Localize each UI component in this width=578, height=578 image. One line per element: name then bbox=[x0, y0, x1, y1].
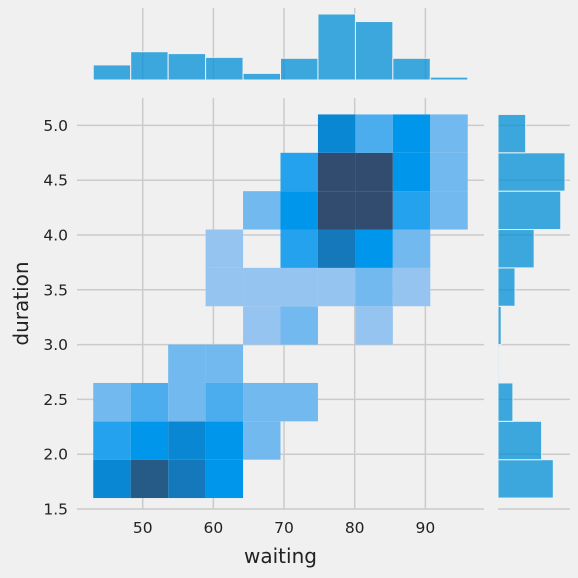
heatmap-cell bbox=[317, 114, 356, 153]
heatmap-cell bbox=[93, 382, 131, 422]
x-tick-label: 80 bbox=[345, 519, 365, 537]
y-tick-label: 2.5 bbox=[43, 391, 68, 409]
heatmap-cell bbox=[392, 152, 431, 192]
heatmap-cell bbox=[317, 152, 356, 192]
heatmap-cell bbox=[168, 382, 206, 422]
y-tick-labels: 1.5 2.0 2.5 3.0 3.5 4.0 4.5 5.0 bbox=[43, 117, 68, 519]
heatmap-cell bbox=[280, 267, 318, 307]
x-tick-label: 60 bbox=[204, 519, 224, 537]
top-marginal-bar bbox=[392, 57, 431, 81]
right-marginal-bar bbox=[497, 382, 514, 422]
heatmap-cell bbox=[168, 421, 206, 460]
heatmap-cell bbox=[205, 459, 244, 499]
x-tick-label: 90 bbox=[415, 519, 435, 537]
heatmap-cell bbox=[205, 421, 244, 460]
y-tick-label: 4.5 bbox=[43, 172, 68, 190]
top-marginal-bar bbox=[167, 53, 207, 81]
heatmap-cell bbox=[168, 344, 206, 383]
top-marginal-bar bbox=[92, 64, 132, 81]
right-marginal-bar bbox=[497, 152, 566, 192]
heatmap-cell bbox=[168, 459, 206, 499]
y-tick-label: 1.5 bbox=[43, 501, 68, 519]
right-marginal-bar bbox=[497, 420, 543, 461]
heatmap-cell bbox=[317, 191, 356, 230]
top-marginal-histogram bbox=[92, 13, 469, 81]
heatmap-cell bbox=[280, 306, 318, 345]
right-marginal-bar bbox=[497, 229, 535, 269]
top-marginal-bar bbox=[354, 21, 394, 81]
heatmap-cell bbox=[280, 152, 318, 192]
heatmap-cell bbox=[392, 267, 431, 307]
right-marginal-bar bbox=[497, 459, 554, 499]
x-tick-labels: 50 60 70 80 90 bbox=[133, 519, 435, 537]
right-marginal-bar bbox=[497, 267, 516, 307]
top-marginal-bar bbox=[429, 76, 469, 81]
right-marginal-histogram bbox=[497, 113, 566, 499]
heatmap-cell bbox=[205, 382, 244, 422]
heatmap-cell bbox=[93, 421, 131, 460]
y-tick-label: 5.0 bbox=[43, 117, 68, 135]
heatmap-cell bbox=[243, 382, 281, 422]
heatmap-cell bbox=[317, 229, 356, 268]
heatmap-cell bbox=[392, 191, 431, 230]
heatmap-cell bbox=[93, 459, 131, 499]
heatmap-cell bbox=[130, 459, 169, 499]
heatmap-cell bbox=[280, 382, 318, 422]
x-tick-label: 70 bbox=[274, 519, 294, 537]
heatmap-cell bbox=[317, 267, 356, 307]
top-marginal-bar bbox=[317, 13, 356, 81]
heatmap-cell bbox=[430, 191, 468, 230]
heatmap-cell bbox=[430, 152, 468, 192]
right-marginal-bar bbox=[497, 344, 500, 384]
heatmap-cell bbox=[205, 267, 244, 307]
heatmap-cell bbox=[280, 229, 318, 268]
heatmap-cell bbox=[243, 191, 281, 230]
y-axis-label: duration bbox=[9, 261, 33, 345]
heatmap-cell bbox=[355, 229, 393, 268]
heatmap-cell bbox=[430, 114, 468, 153]
heatmap-cell bbox=[355, 152, 393, 192]
heatmap-cell bbox=[130, 382, 169, 422]
top-marginal-bar bbox=[205, 56, 244, 81]
heatmap-cell bbox=[205, 344, 244, 383]
x-tick-label: 50 bbox=[133, 519, 153, 537]
heatmap-cell bbox=[355, 306, 393, 345]
heatmap-cell bbox=[130, 421, 169, 460]
y-tick-label: 2.0 bbox=[43, 446, 68, 464]
top-marginal-bar bbox=[242, 72, 282, 81]
heatmap-cell bbox=[355, 191, 393, 230]
right-marginal-bar bbox=[497, 113, 527, 154]
heatmap-cell bbox=[280, 191, 318, 230]
heatmap-cell bbox=[205, 229, 244, 268]
heatmap-cell bbox=[355, 267, 393, 307]
heatmap-cell bbox=[355, 114, 393, 153]
heatmap-cell bbox=[392, 229, 431, 268]
y-tick-label: 3.5 bbox=[43, 281, 68, 299]
y-tick-label: 3.0 bbox=[43, 336, 68, 354]
heatmap-cell bbox=[243, 306, 281, 345]
heatmap-cell bbox=[392, 114, 431, 153]
top-marginal-bar bbox=[130, 51, 169, 81]
heatmap-cells bbox=[93, 114, 468, 499]
heatmap-cell bbox=[243, 267, 281, 307]
right-marginal-bar bbox=[497, 305, 502, 346]
x-axis-label: waiting bbox=[244, 544, 317, 568]
top-marginal-bar bbox=[280, 57, 319, 81]
y-tick-label: 4.0 bbox=[43, 227, 68, 245]
heatmap-cell bbox=[243, 421, 281, 460]
right-marginal-bar bbox=[497, 190, 562, 231]
